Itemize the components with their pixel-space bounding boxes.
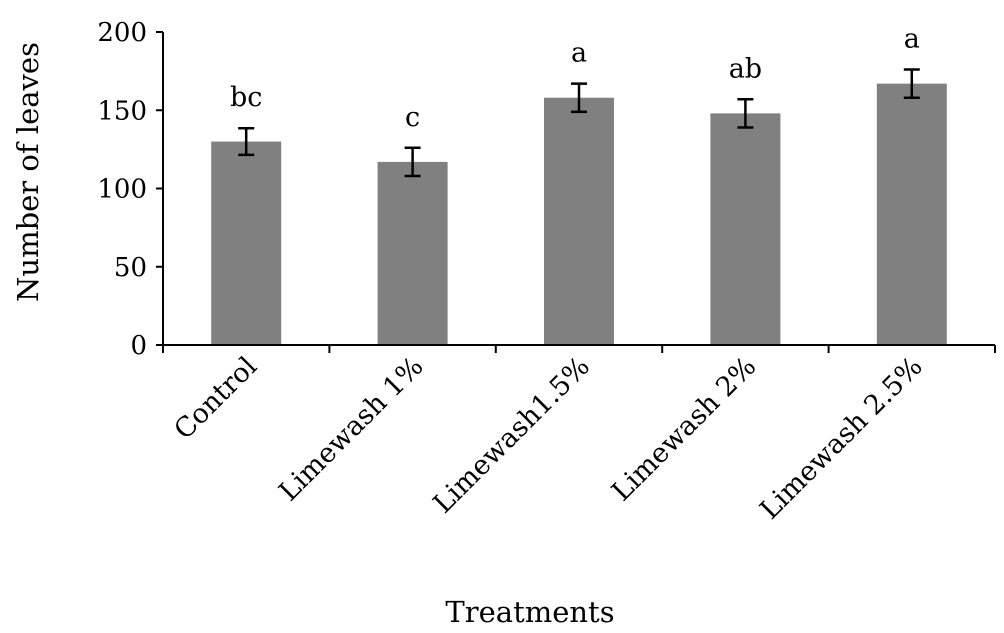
category-label: Limewash 1% (273, 351, 429, 507)
significance-letter: ab (729, 53, 762, 84)
y-ticks: 0 50 100 150 200 (97, 18, 163, 361)
significance-letter: bc (230, 82, 262, 113)
category-label: Limewash 2.5% (754, 351, 929, 526)
bar (544, 97, 614, 345)
y-tick-label: 100 (97, 175, 147, 205)
significance-letter: c (405, 102, 420, 133)
x-axis-title: Treatments (445, 595, 614, 629)
bar (377, 161, 448, 345)
x-ticks (162, 345, 996, 353)
bar (710, 113, 781, 345)
y-tick-label: 50 (114, 253, 147, 283)
category-labels: Control Limewash 1%Limewash1.5% Limewash 2… (168, 351, 928, 526)
y-tick-label: 200 (97, 18, 147, 48)
y-tick-label: 0 (130, 331, 147, 361)
significance-letter: a (904, 24, 920, 55)
bar (876, 83, 947, 346)
category-label: Limewash1.5% (428, 351, 596, 519)
significance-letters: bc c a ab a (230, 24, 920, 133)
bars (211, 83, 947, 346)
significance-letter: a (571, 38, 587, 69)
y-axis-title: Number of leaves (11, 42, 45, 302)
y-tick-label: 150 (97, 96, 147, 126)
category-label: Limewash 2% (606, 351, 762, 507)
category-label: Control (168, 351, 263, 446)
error-bars (238, 68, 920, 178)
bar (211, 141, 282, 345)
